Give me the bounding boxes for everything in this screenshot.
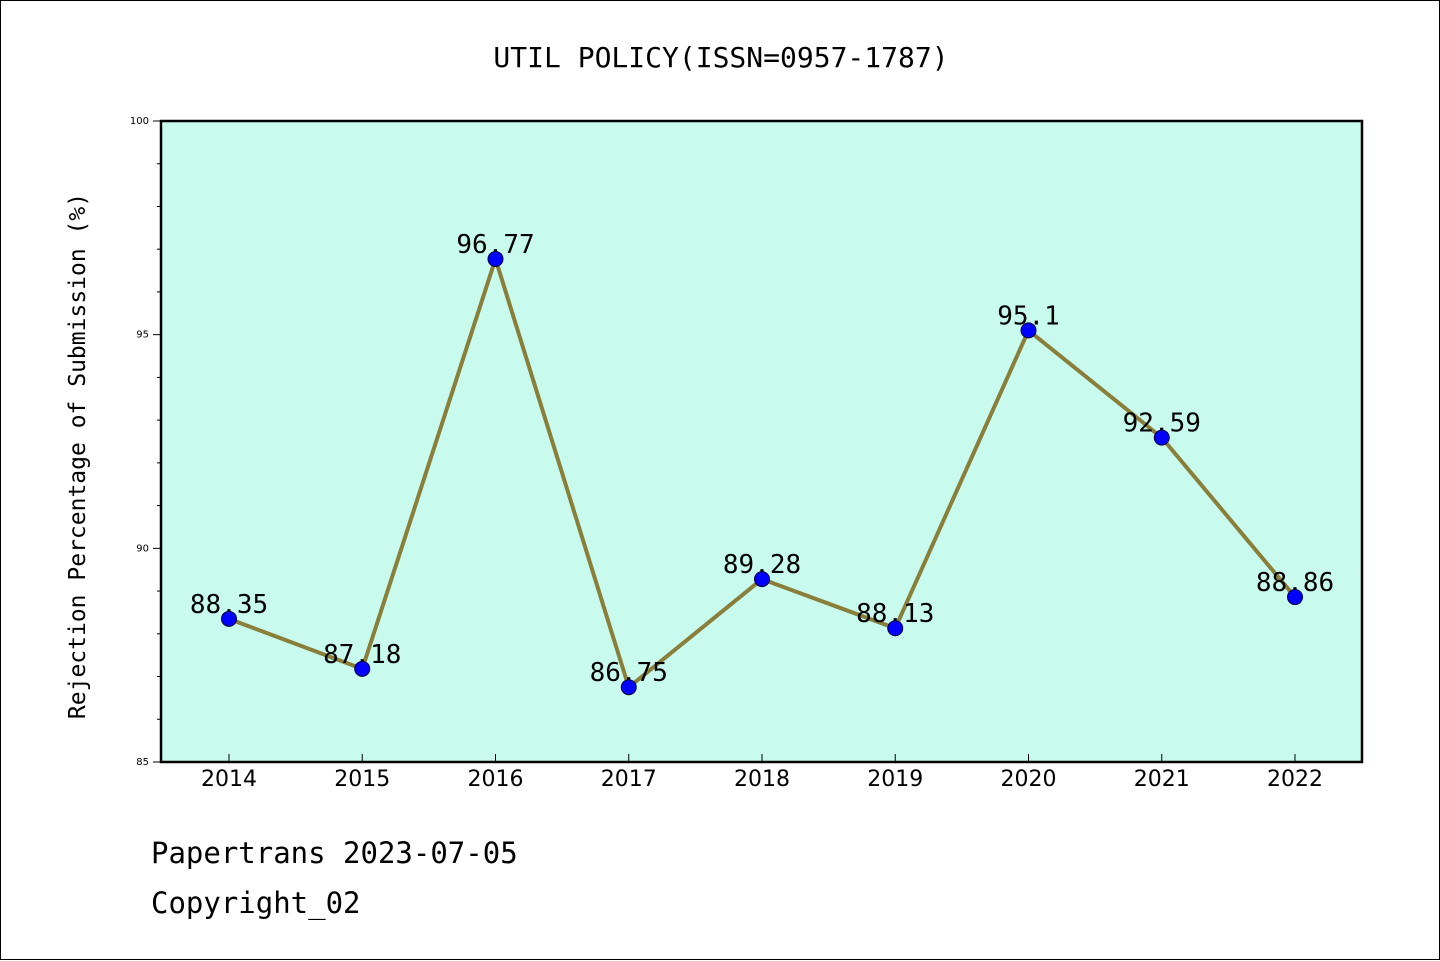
y-tick-label: 85 bbox=[136, 757, 149, 768]
x-tick-label: 2022 bbox=[1267, 767, 1323, 792]
chart-title: UTIL POLICY(ISSN=0957-1787) bbox=[493, 41, 948, 74]
data-point-marker bbox=[887, 620, 904, 637]
x-tick-label: 2020 bbox=[1001, 767, 1057, 792]
x-axis: 2014 2015 2016 2017 2018 2019 2020 2021 2022 bbox=[201, 754, 1323, 792]
x-tick-label: 2018 bbox=[734, 767, 790, 792]
footer-date-text: Papertrans 2023-07-05 bbox=[151, 836, 518, 870]
x-tick-label: 2016 bbox=[468, 767, 524, 792]
data-point-marker bbox=[620, 679, 637, 696]
x-tick-label: 2015 bbox=[334, 767, 390, 792]
x-tick-label: 2014 bbox=[201, 767, 257, 792]
data-point-marker bbox=[1153, 429, 1170, 446]
y-tick-label: 90 bbox=[136, 543, 149, 554]
data-point-marker bbox=[221, 610, 237, 627]
footer-copyright-text: Copyright_02 bbox=[151, 886, 361, 920]
data-markers bbox=[221, 251, 1303, 696]
data-labels: 88.3587.1896.7786.7589.2888.1395.192.598… bbox=[190, 230, 1334, 688]
data-point-marker bbox=[487, 251, 504, 268]
y-axis: 85 90 95 100 bbox=[130, 116, 161, 768]
x-tick-label: 2021 bbox=[1134, 767, 1190, 792]
y-axis-label: Rejection Percentage of Submission (%) bbox=[65, 193, 91, 719]
data-point-marker bbox=[754, 571, 770, 588]
data-point-marker bbox=[354, 660, 371, 677]
x-tick-label: 2019 bbox=[867, 767, 923, 792]
data-point-marker bbox=[1287, 589, 1303, 606]
y-tick-label: 95 bbox=[136, 330, 149, 341]
y-tick-label: 100 bbox=[130, 116, 149, 127]
plot-border bbox=[159, 119, 1364, 764]
x-tick-label: 2017 bbox=[601, 767, 657, 792]
data-point-marker bbox=[1020, 322, 1037, 339]
